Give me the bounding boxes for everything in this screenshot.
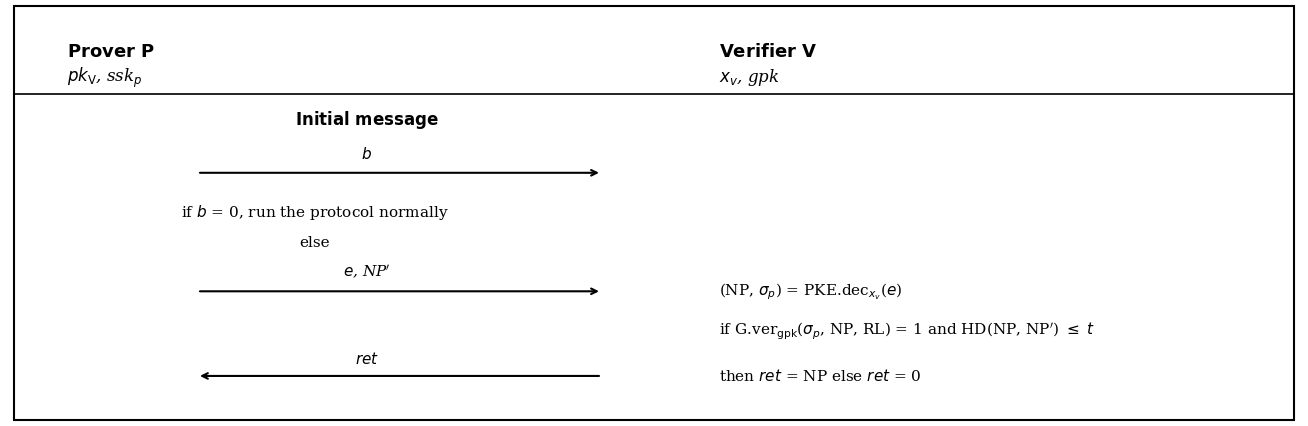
Text: $\mathbf{Initial\ message}$: $\mathbf{Initial\ message}$	[296, 109, 438, 131]
Text: (NP, $\sigma_p$) = PKE.dec$_{x_v}$($e$): (NP, $\sigma_p$) = PKE.dec$_{x_v}$($e$)	[719, 281, 903, 302]
FancyBboxPatch shape	[14, 6, 1294, 420]
Text: $b$: $b$	[361, 146, 373, 162]
Text: $\mathbf{Prover\ P}$: $\mathbf{Prover\ P}$	[67, 43, 154, 61]
Text: $e$, NP$^{\prime}$: $e$, NP$^{\prime}$	[343, 263, 391, 281]
Text: else: else	[300, 236, 330, 250]
Text: $ret$: $ret$	[354, 351, 379, 367]
Text: $pk_{\mathrm{V}}$, ssk$_p$: $pk_{\mathrm{V}}$, ssk$_p$	[67, 66, 143, 89]
Text: $\mathbf{Verifier\ V}$: $\mathbf{Verifier\ V}$	[719, 43, 818, 61]
Text: $x_v$, gpk: $x_v$, gpk	[719, 67, 780, 88]
Text: then $ret$ = NP else $ret$ = 0: then $ret$ = NP else $ret$ = 0	[719, 368, 922, 384]
Text: if $b$ = 0, run the protocol normally: if $b$ = 0, run the protocol normally	[181, 204, 449, 222]
Text: if G.ver$_{\mathrm{gpk}}$($\sigma_p$, NP, RL) = 1 and HD(NP, NP$^{\prime}$) $\le: if G.ver$_{\mathrm{gpk}}$($\sigma_p$, NP…	[719, 321, 1096, 342]
